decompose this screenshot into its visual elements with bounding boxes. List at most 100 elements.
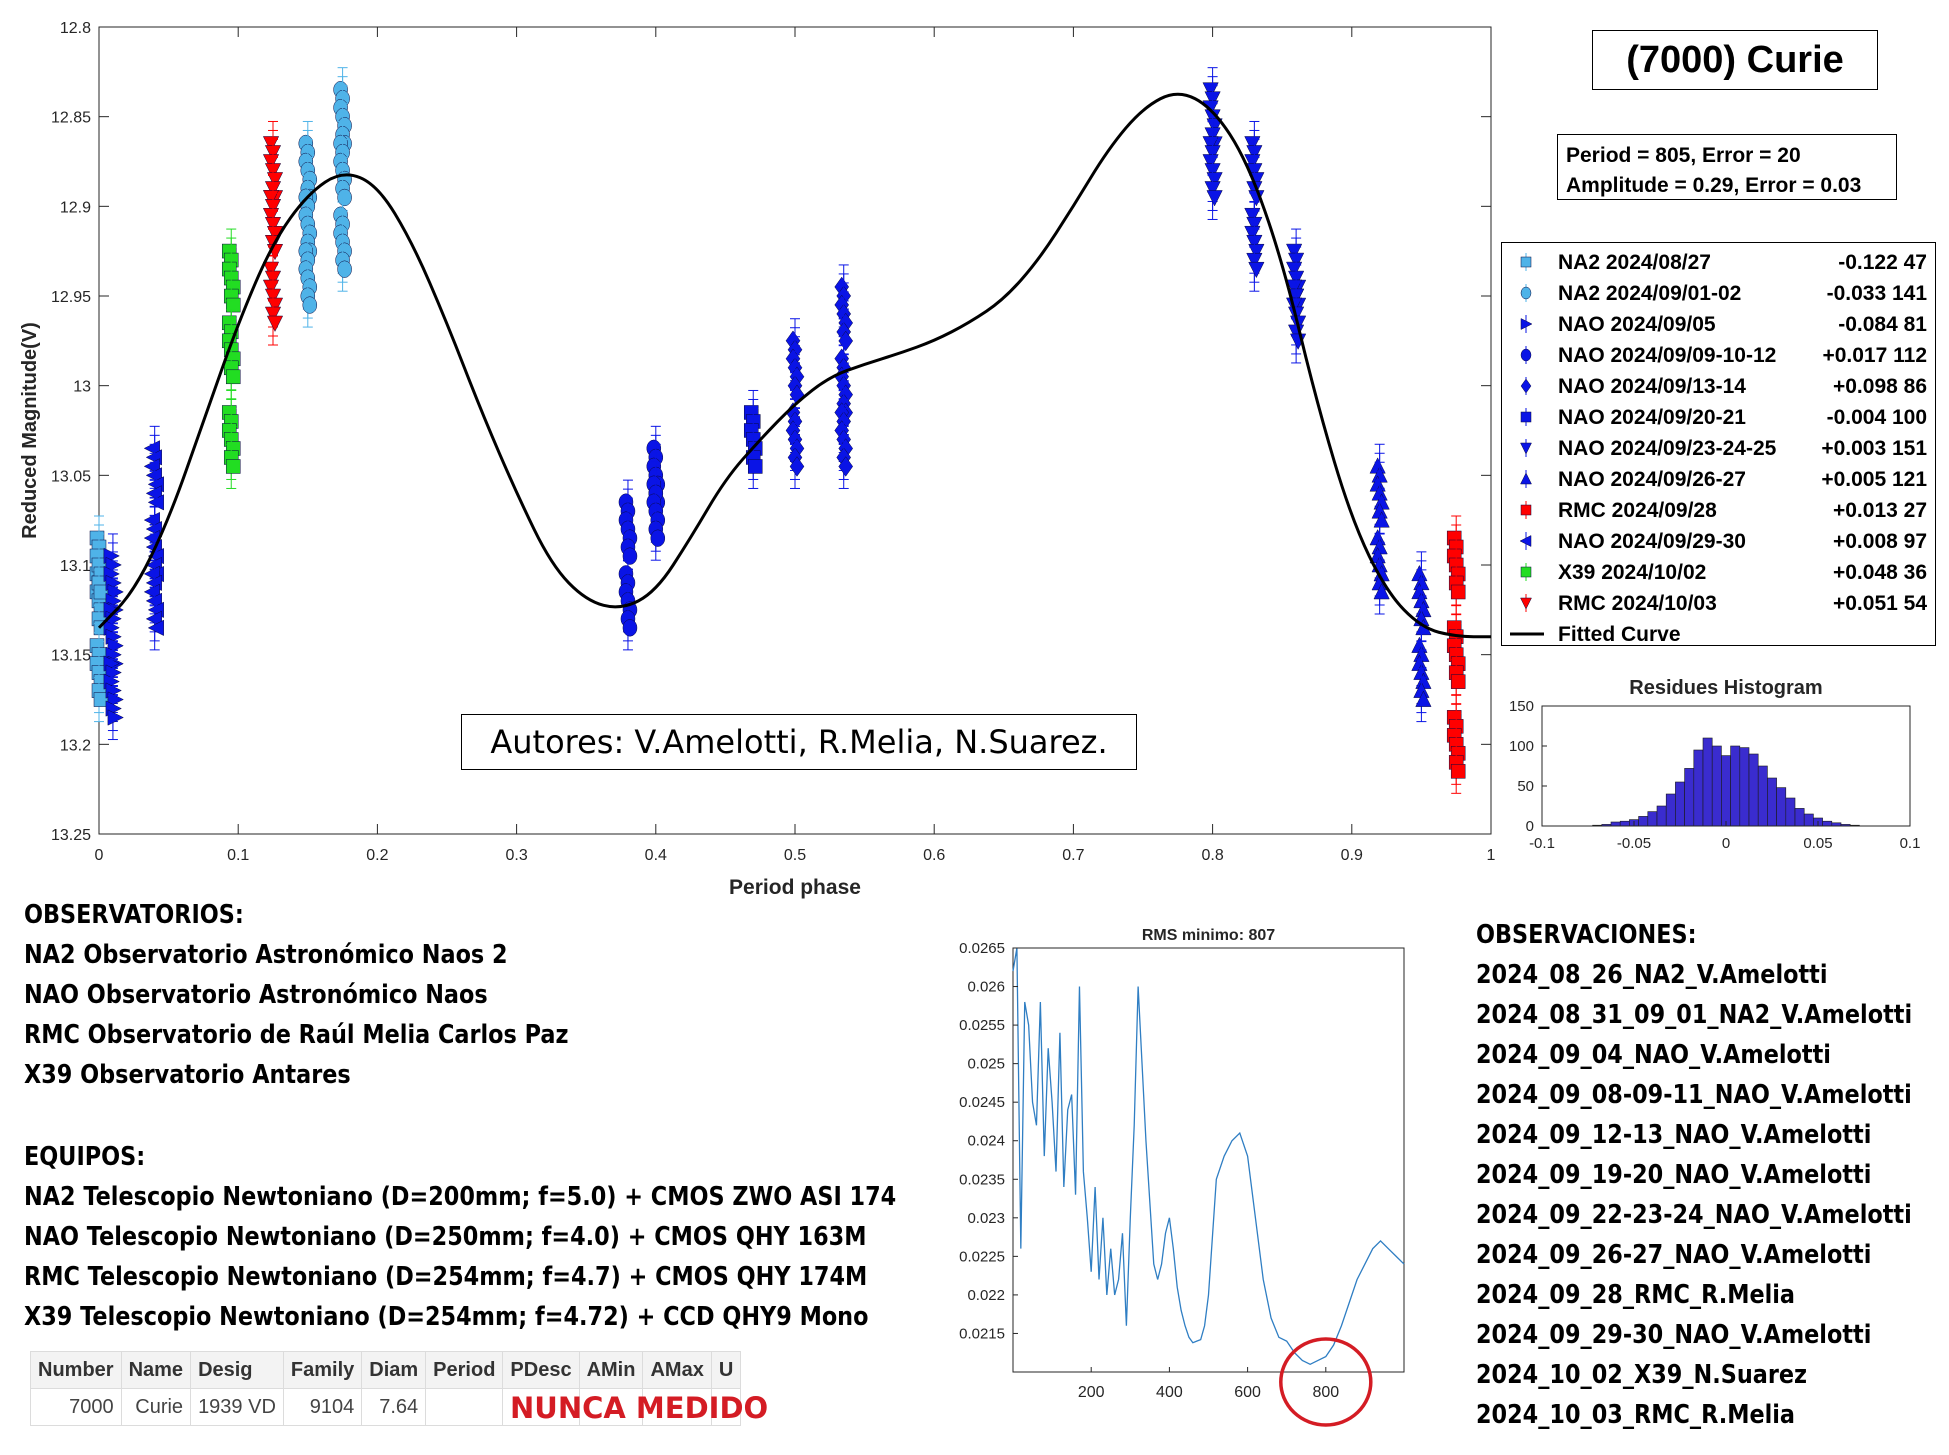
series-group: [743, 389, 763, 489]
data-point: [262, 279, 280, 296]
data-point: [1286, 279, 1303, 296]
y-axis-label: Reduced Magnitude(V): [19, 322, 41, 539]
legend-marker: [1510, 632, 1544, 636]
residues-histogram: Residues Histogram -0.1 -0.05 0 0.05 0.1 0 50 10…: [1509, 677, 1920, 852]
histogram-bar: [1757, 765, 1768, 827]
x-tick-label: 600: [1234, 1384, 1261, 1401]
amplitude-text: Amplitude = 0.29, Error = 0.03: [1566, 174, 1862, 197]
mpc-table: Number Name Desig Family Diam Period PDe…: [30, 1351, 742, 1426]
x-tick-label: 0.9: [1341, 847, 1363, 864]
data-point: [262, 208, 280, 225]
authors-box: Autores: V.Amelotti, R.Melia, N.Suarez.: [461, 714, 1137, 770]
data-point: [1450, 584, 1466, 600]
mpc-header-cell: Desig: [190, 1351, 284, 1389]
data-point: [266, 315, 284, 332]
data-point: [262, 154, 280, 171]
histogram-bar: [1785, 797, 1796, 827]
histogram-bar: [1767, 777, 1777, 827]
data-point: [789, 456, 805, 477]
mpc-header-cell: Family: [282, 1351, 363, 1389]
y-tick-label: 0.0265: [959, 940, 1005, 957]
y-tick-label: 0.022: [967, 1287, 1005, 1304]
observacion-item: 2024_09_29-30_NAO_V.Amelotti: [1476, 1320, 1872, 1350]
legend-symbol: [1520, 504, 1532, 516]
legend-label: NAO 2024/09/26-27: [1558, 468, 1746, 491]
y-tick-label: 13.05: [51, 468, 91, 485]
legend-symbol: [1520, 318, 1533, 330]
legend-marker: [1519, 532, 1532, 550]
mpc-header-cell: U: [710, 1351, 742, 1389]
data-point: [1248, 243, 1265, 261]
series-group: [785, 264, 854, 489]
observatorio-item: X39 Observatorio Antares: [24, 1060, 351, 1090]
series-group: [89, 515, 109, 723]
rms-periodogram: RMS minimo: 807 200 400 600 800 0.0215 0.022 0.…: [959, 927, 1405, 1427]
data-point: [302, 296, 318, 314]
y-tick-label: 13.2: [60, 737, 91, 754]
mpc-cell: 9104: [282, 1388, 363, 1426]
histogram-bar: [1693, 749, 1704, 827]
histogram-bar: [1822, 820, 1833, 827]
legend-symbol: [1520, 348, 1532, 362]
legend-entry: NAO 2024/09/05 -0.084 81: [1502, 309, 1935, 340]
x-tick-label: 0.3: [505, 847, 527, 864]
y-tick-label: 13.1: [60, 558, 91, 575]
data-point: [262, 136, 280, 153]
chart-title: (7000) Curie: [1592, 30, 1878, 90]
legend-label: NAO 2024/09/20-21: [1558, 406, 1746, 429]
data-point: [1373, 583, 1390, 600]
data-point: [1206, 190, 1223, 207]
observacion-item: 2024_09_08-09-11_NAO_V.Amelotti: [1476, 1080, 1912, 1110]
legend-symbol: [1520, 256, 1532, 268]
x-tick-label: 800: [1312, 1384, 1339, 1401]
mpc-cell: 1939 VD: [190, 1388, 284, 1426]
rms-title: RMS minimo: 807: [1142, 927, 1275, 944]
legend-marker: [1520, 563, 1532, 581]
x-tick-label: 0: [95, 847, 104, 864]
legend-marker: [1520, 408, 1532, 426]
data-point: [266, 297, 284, 314]
lightcurve-plot: 0 0.1 0.2 0.3 0.4 0.5 0.6 0.7 0.8 0.9 1 12.8 12.85 12…: [19, 20, 1496, 899]
mpc-header-cell: Name: [120, 1351, 192, 1389]
x-tick-label: 0.1: [1900, 835, 1921, 852]
data-point: [225, 459, 241, 474]
data-point: [1206, 118, 1223, 135]
series-group: [143, 425, 164, 651]
x-axis-label: Period phase: [729, 876, 861, 899]
histogram-bar: [1619, 820, 1630, 827]
observaciones-block: OBSERVACIONES: 2024_08_26_NA2_V.Amelotti…: [1476, 915, 1912, 1435]
legend-value: -0.084 81: [1838, 313, 1927, 336]
data-point: [1244, 154, 1261, 171]
legend-symbol: [1520, 286, 1532, 300]
data-point: [1202, 136, 1219, 153]
y-tick-label: 0: [1526, 818, 1534, 835]
legend-entry: NAO 2024/09/20-21 -0.004 100: [1502, 402, 1935, 433]
legend-entry: NAO 2024/09/13-14 +0.098 86: [1502, 371, 1935, 402]
legend-symbol: [1520, 597, 1532, 610]
legend-value: -0.033 141: [1826, 282, 1927, 305]
data-point: [1202, 82, 1219, 99]
legend-value: +0.008 97: [1832, 530, 1927, 553]
observacion-item: 2024_08_26_NA2_V.Amelotti: [1476, 960, 1828, 990]
rms-line: [1012, 947, 1405, 1366]
equipos-block: EQUIPOS: NA2 Telescopio Newtoniano (D=20…: [24, 1137, 896, 1337]
mpc-cell: Curie: [120, 1388, 192, 1426]
x-tick-label: 0.7: [1062, 847, 1084, 864]
mpc-value-row: 7000 Curie 1939 VD 9104 7.64: [30, 1388, 742, 1426]
series-group: [103, 533, 124, 741]
legend-symbol: [1520, 411, 1532, 423]
observacion-item: 2024_10_02_X39_N.Suarez: [1476, 1360, 1808, 1390]
legend-label: RMC 2024/10/03: [1558, 592, 1717, 615]
legend-label: NAO 2024/09/23-24-25: [1558, 437, 1777, 460]
histogram-bar: [1665, 793, 1676, 827]
histogram-bar: [1638, 816, 1649, 827]
legend-label: NAO 2024/09/29-30: [1558, 530, 1746, 553]
data-point: [622, 547, 638, 565]
observatorios-block: OBSERVATORIOS: NA2 Observatorio Astronóm…: [24, 895, 569, 1095]
data-point: [147, 619, 164, 636]
x-tick-label: 200: [1078, 1384, 1105, 1401]
equipo-item: X39 Telescopio Newtoniano (D=254mm; f=4.…: [24, 1302, 869, 1332]
data-point: [1286, 261, 1303, 279]
histogram-bar: [1730, 745, 1741, 827]
